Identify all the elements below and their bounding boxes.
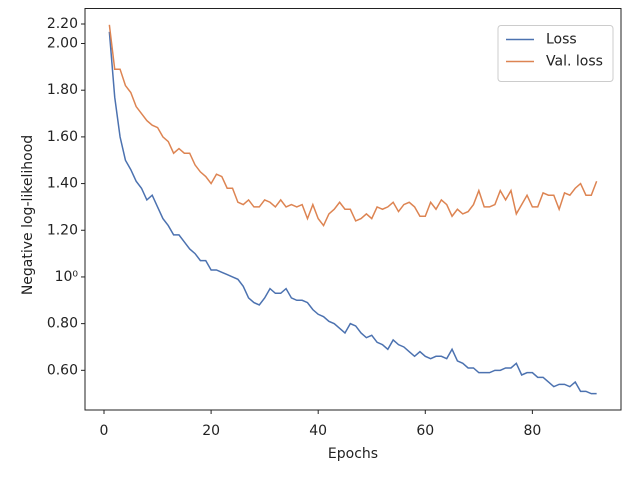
x-tick-label: 0	[100, 423, 109, 439]
series-line	[108, 24, 598, 228]
y-tick-label: 2.00	[47, 36, 78, 52]
x-tick-label: 80	[523, 423, 541, 439]
x-tick-label: 40	[309, 423, 327, 439]
y-tick-label: 0.60	[47, 362, 78, 378]
x-axis-label: Epochs	[328, 446, 378, 462]
y-tick-label: 1.80	[47, 82, 78, 98]
x-tick-label: 60	[416, 423, 434, 439]
y-axis-label: Negative log-likelihood	[20, 135, 36, 295]
plot-frame	[84, 8, 622, 411]
y-tick-label: 0.80	[47, 316, 78, 332]
legend-label: Val. loss	[546, 54, 603, 70]
y-tick-label: 1.20	[47, 222, 78, 238]
x-tick-label: 20	[202, 423, 220, 439]
annotation: 2.20	[47, 16, 78, 32]
y-tick-label: 1.40	[47, 176, 78, 192]
y-tick-label: 10⁰	[55, 269, 79, 285]
series-line	[108, 31, 597, 395]
legend-label: Loss	[546, 32, 577, 48]
y-tick-label: 1.60	[47, 129, 78, 145]
